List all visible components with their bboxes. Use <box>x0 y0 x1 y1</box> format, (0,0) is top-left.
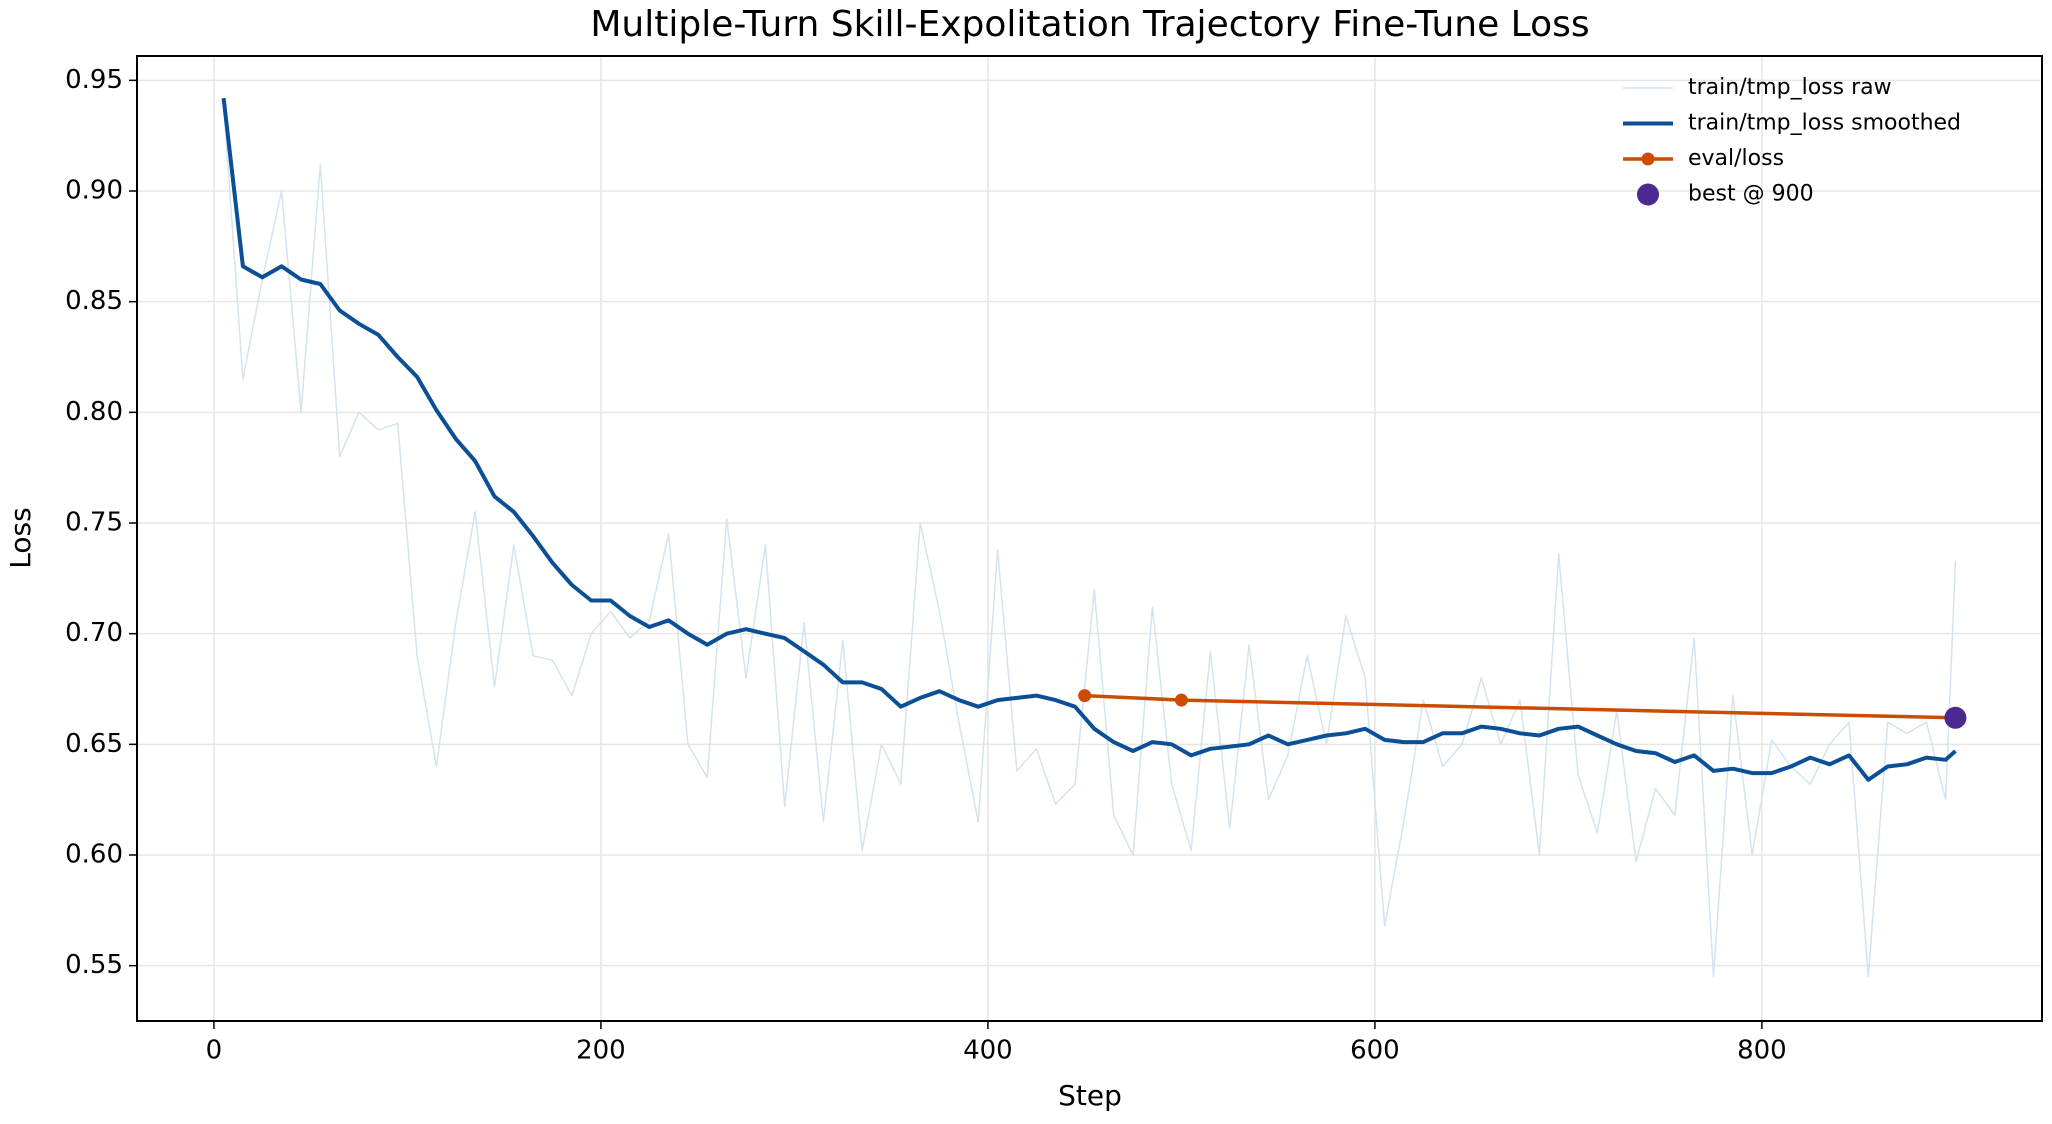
series-line <box>222 102 1957 978</box>
legend-swatch <box>1637 183 1659 206</box>
y-tick-label: 0.75 <box>65 508 123 538</box>
x-tick-label: 0 <box>206 1036 223 1066</box>
x-tick-label: 400 <box>963 1036 1013 1066</box>
y-tick-label: 0.85 <box>65 286 123 316</box>
series-marker <box>1174 693 1188 707</box>
x-tick-label: 800 <box>1737 1036 1787 1066</box>
legend-label: train/tmp_loss raw <box>1688 75 1892 100</box>
y-tick-label: 0.90 <box>65 176 123 206</box>
legend-label: eval/loss <box>1688 146 1784 171</box>
y-tick-label: 0.55 <box>65 950 123 980</box>
y-tick-label: 0.95 <box>65 65 123 95</box>
y-axis-label: Loss <box>4 507 37 568</box>
series-line <box>221 97 1957 782</box>
x-tick-label: 600 <box>1350 1036 1400 1066</box>
plot-frame <box>136 55 2043 1022</box>
x-tick-label: 200 <box>576 1036 626 1066</box>
y-tick-label: 0.70 <box>65 618 123 648</box>
y-tick-label: 0.65 <box>65 729 123 759</box>
legend-label: best @ 900 <box>1688 182 1814 207</box>
chart-title: Multiple-Turn Skill-Expolitation Traject… <box>590 4 1589 45</box>
y-tick-label: 0.60 <box>65 840 123 870</box>
legend-swatch <box>1641 152 1655 166</box>
series-marker <box>1078 689 1092 703</box>
legend-label: train/tmp_loss smoothed <box>1688 111 1961 136</box>
best-point <box>1944 706 1967 729</box>
x-axis-label: Step <box>1058 1079 1122 1112</box>
y-tick-label: 0.80 <box>65 397 123 427</box>
